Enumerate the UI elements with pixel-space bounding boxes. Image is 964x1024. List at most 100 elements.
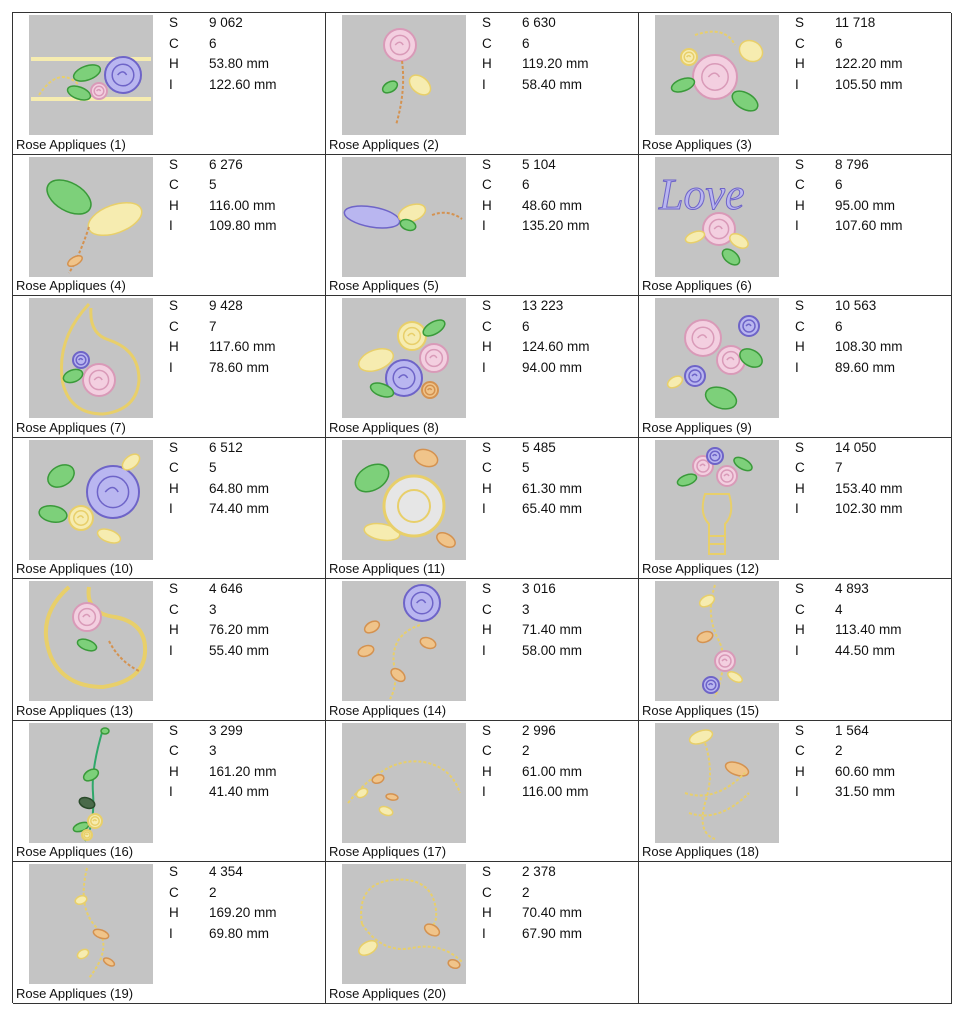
design-specs: S 11 718 C 6 H 122.20 mm I 105.50 mm — [795, 15, 903, 97]
spec-row-stitch-count: S 4 354 — [169, 864, 277, 885]
spec-row-stitch-count: S 6 512 — [169, 440, 269, 461]
spec-key: H — [169, 339, 179, 354]
spec-key: H — [169, 56, 179, 71]
design-catalog-grid: Rose Appliques (1) S 9 062 C 6 H 53.80 mm I 122.… — [12, 12, 952, 1004]
stitch-count: 9 428 — [209, 298, 243, 313]
spec-row-width-value: I 41.40 mm — [169, 784, 277, 805]
color-count: 6 — [835, 35, 843, 51]
width-value: 41.40 mm — [209, 784, 270, 799]
spec-key: C — [169, 318, 179, 334]
spec-row-stitch-count: S 4 646 — [169, 581, 269, 602]
width-value: 94.00 mm — [522, 359, 583, 375]
design-name: Rose Appliques (3) — [642, 136, 752, 152]
spec-key: H — [169, 622, 179, 637]
spec-row-width-value: I 122.60 mm — [169, 77, 277, 98]
spec-key: I — [795, 76, 799, 92]
height-value: 169.20 mm — [209, 905, 277, 920]
design-card: Love Rose Appliques (6) S 8 796 C 6 H 95.00 mm I… — [639, 154, 952, 296]
stitch-count: 13 223 — [522, 298, 564, 313]
spec-row-width-value: I 89.60 mm — [795, 360, 903, 381]
color-count: 2 — [835, 743, 843, 758]
spec-row-height-value: H 61.30 mm — [482, 481, 582, 502]
stitch-count: 3 016 — [522, 581, 556, 596]
spec-row-width-value: I 58.00 mm — [482, 643, 582, 664]
spec-key: I — [169, 784, 173, 799]
spec-key: C — [482, 601, 492, 617]
design-card: Rose Appliques (7) S 9 428 C 7 H 117.60 mm I 78.… — [13, 296, 326, 438]
color-count: 4 — [835, 601, 843, 617]
spec-row-width-value: I 78.60 mm — [169, 360, 276, 381]
design-card: Rose Appliques (17) S 2 996 C 2 H 61.00 mm I 116… — [326, 720, 639, 862]
spec-key: I — [169, 218, 173, 233]
design-card: Rose Appliques (12) S 14 050 C 7 H 153.40 mm I 1… — [639, 437, 952, 579]
height-value: 108.30 mm — [835, 339, 903, 354]
spec-key: S — [169, 439, 179, 455]
spec-row-height-value: H 60.60 mm — [795, 764, 895, 785]
spec-key: H — [169, 763, 179, 779]
width-value: 31.50 mm — [835, 784, 896, 799]
spec-row-stitch-count: S 10 563 — [795, 298, 903, 319]
stitch-count: 5 104 — [522, 156, 556, 172]
design-thumbnail — [29, 864, 153, 984]
stitch-count: 6 276 — [209, 156, 243, 172]
spec-key: I — [482, 642, 486, 658]
spec-key: S — [169, 15, 179, 30]
design-name: Rose Appliques (6) — [642, 278, 752, 293]
color-count: 5 — [209, 460, 217, 475]
stitch-count: 8 796 — [835, 156, 869, 172]
design-thumbnail — [655, 298, 779, 418]
spec-row-stitch-count: S 2 996 — [482, 723, 589, 744]
spec-key: I — [795, 501, 799, 516]
color-count: 3 — [209, 743, 217, 758]
design-card: Rose Appliques (4) S 6 276 C 5 H 116.00 mm I 109… — [13, 154, 326, 296]
spec-key: I — [482, 501, 486, 516]
design-name: Rose Appliques (7) — [16, 419, 126, 435]
color-count: 3 — [522, 601, 530, 617]
design-card: Rose Appliques (10) S 6 512 C 5 H 64.80 mm I 74.… — [13, 437, 326, 579]
spec-key: C — [169, 460, 179, 475]
spec-key: H — [482, 197, 492, 213]
spec-row-height-value: H 48.60 mm — [482, 198, 590, 219]
width-value: 58.00 mm — [522, 642, 583, 658]
design-thumbnail — [29, 439, 153, 560]
spec-key: S — [795, 15, 805, 30]
spec-row-width-value: I 44.50 mm — [795, 643, 902, 664]
design-thumbnail — [29, 722, 153, 843]
design-thumbnail: Love — [655, 156, 779, 277]
design-name: Rose Appliques (11) — [329, 561, 446, 576]
design-specs: S 14 050 C 7 H 153.40 mm I 102.30 mm — [795, 440, 903, 522]
design-card: Rose Appliques (18) S 1 564 C 2 H 60.60 mm I 31.… — [639, 720, 952, 862]
design-name: Rose Appliques (14) — [329, 702, 447, 718]
spec-row-height-value: H 116.00 mm — [169, 198, 277, 219]
width-value: 78.60 mm — [209, 359, 270, 375]
spec-key: I — [169, 501, 173, 516]
stitch-count: 1 564 — [835, 722, 869, 738]
color-count: 5 — [209, 177, 217, 192]
spec-key: S — [482, 439, 492, 455]
width-value: 109.80 mm — [209, 218, 277, 233]
spec-key: H — [795, 339, 805, 354]
spec-key: H — [795, 197, 805, 213]
design-card: Rose Appliques (1) S 9 062 C 6 H 53.80 mm I 122.… — [13, 13, 326, 155]
spec-row-width-value: I 55.40 mm — [169, 643, 269, 664]
spec-key: S — [482, 15, 492, 30]
spec-row-height-value: H 95.00 mm — [795, 198, 903, 219]
spec-key: I — [795, 218, 799, 233]
spec-row-width-value: I 67.90 mm — [482, 926, 582, 947]
color-count: 6 — [209, 35, 217, 51]
spec-key: S — [482, 722, 492, 738]
design-name: Rose Appliques (18) — [642, 844, 760, 859]
